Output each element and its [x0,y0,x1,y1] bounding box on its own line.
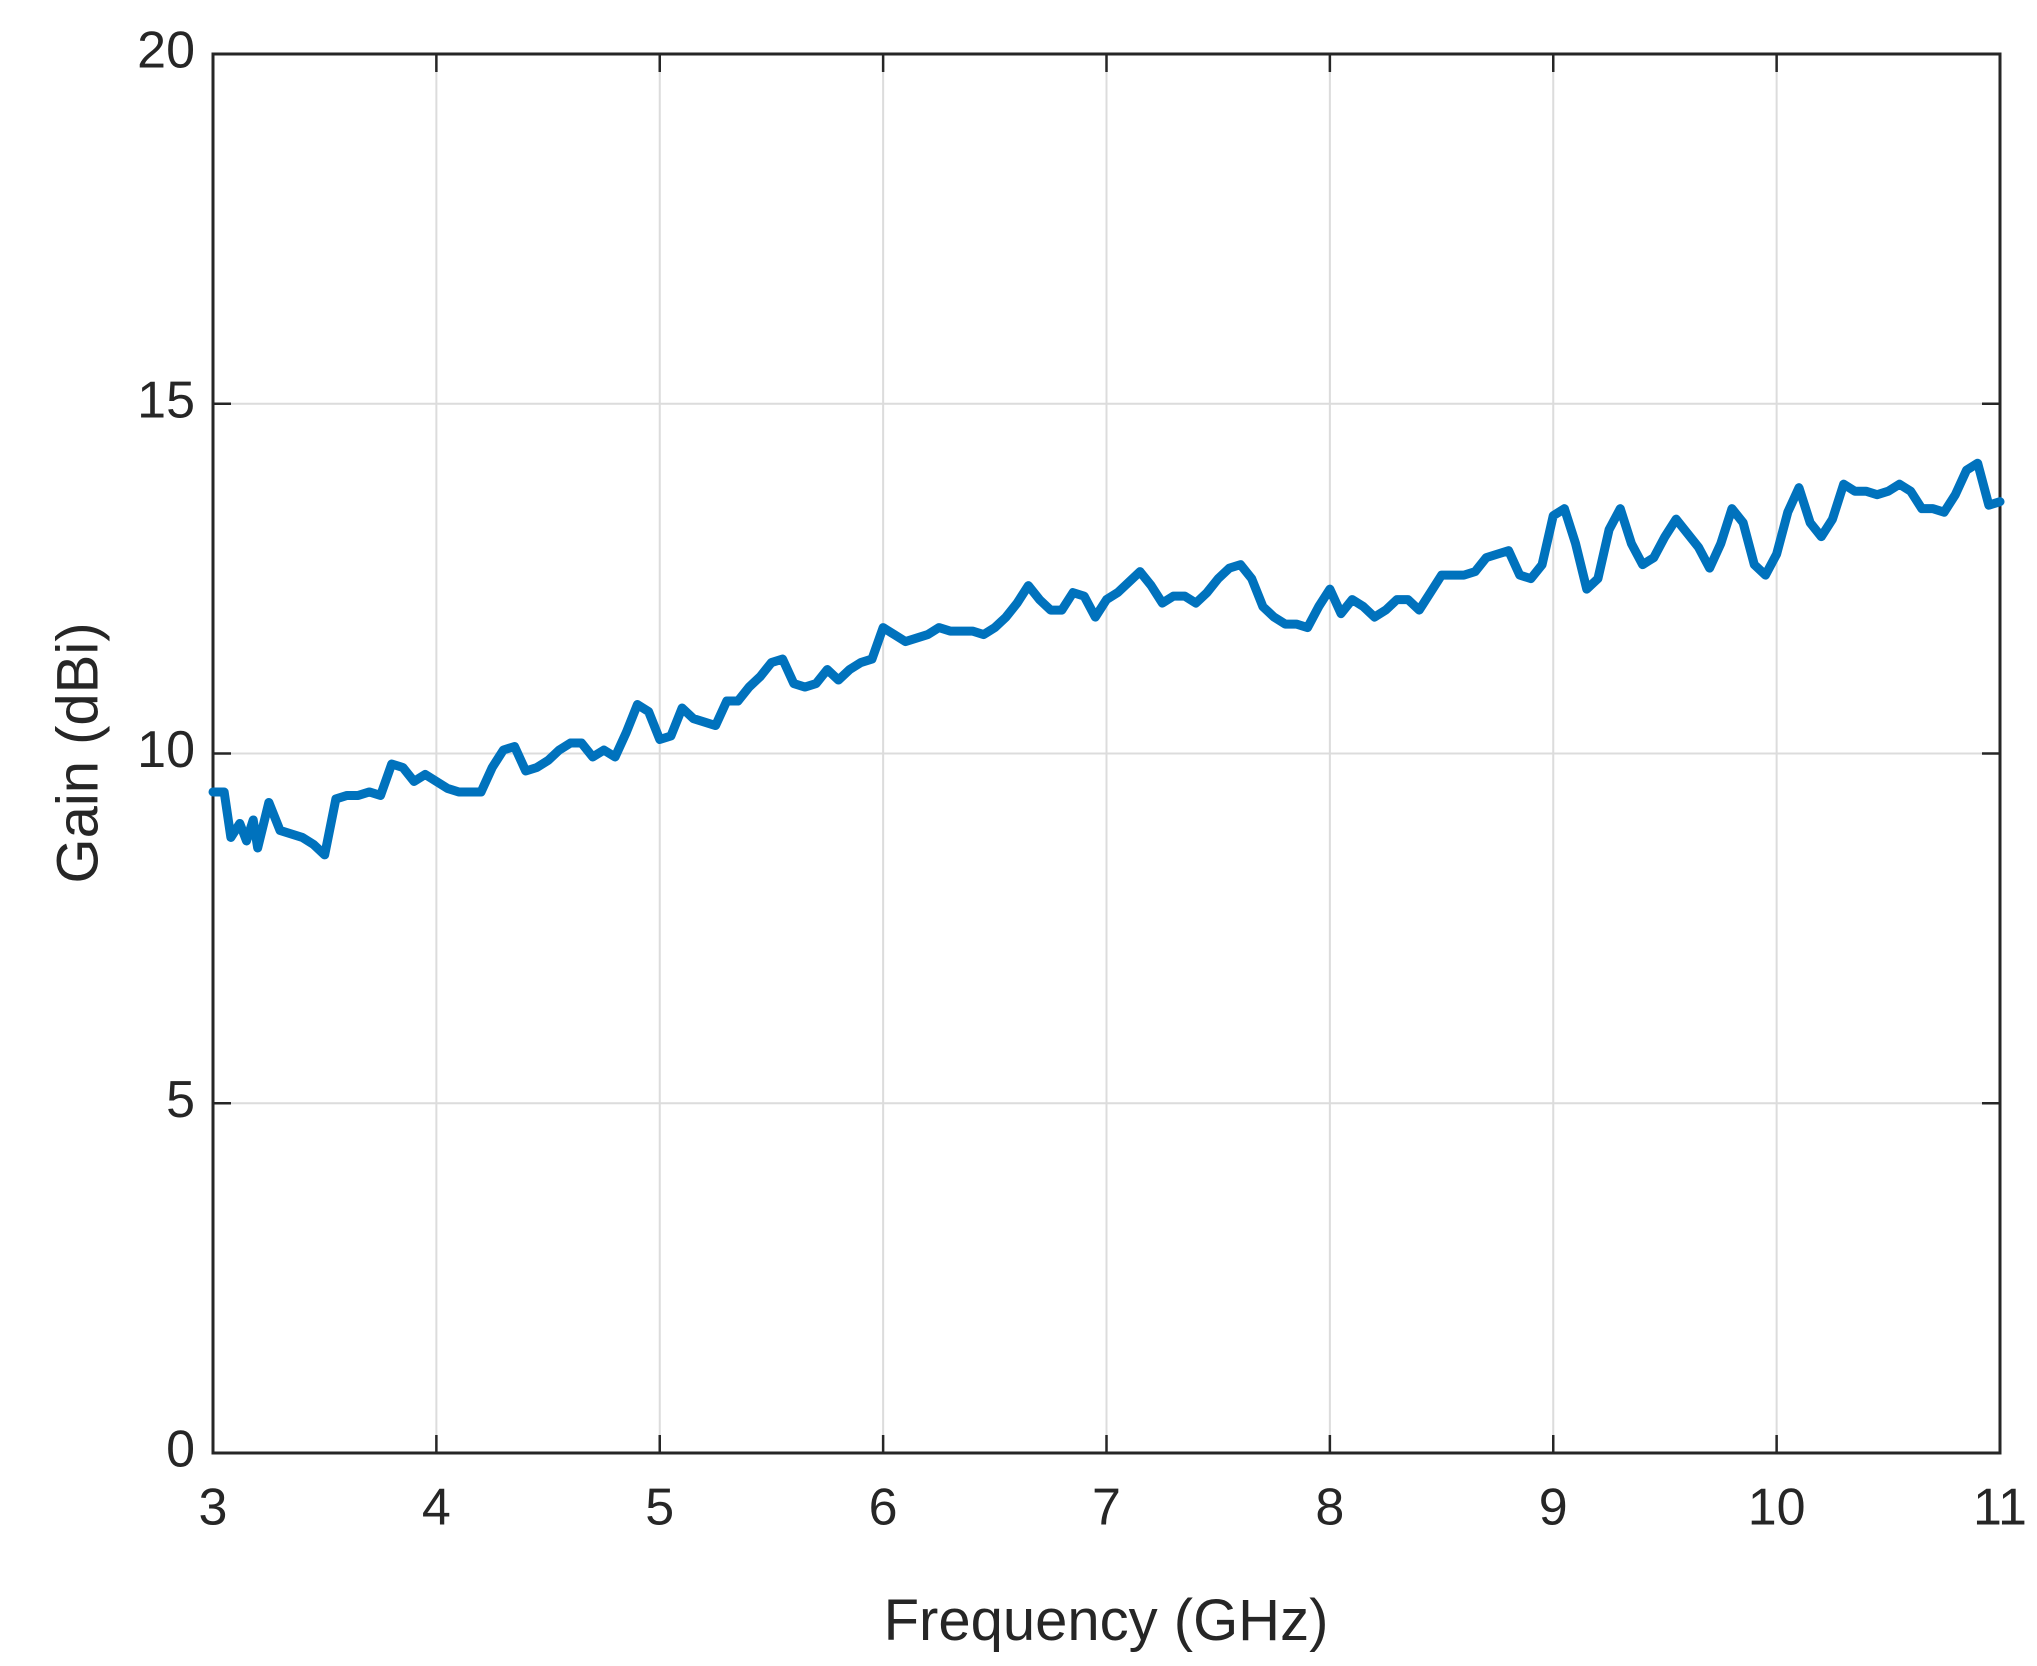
y-axis-label: Gain (dBi) [45,622,110,883]
x-tick-label: 6 [869,1479,898,1537]
y-tick-label: 20 [137,22,195,80]
x-tick-label: 7 [1092,1479,1121,1537]
x-tick-label: 5 [645,1479,674,1537]
y-tick-label: 10 [137,721,195,779]
y-tick-label: 15 [137,371,195,429]
x-axis-label: Frequency (GHz) [884,1588,1329,1653]
y-tick-label: 0 [166,1421,195,1479]
y-tick-label: 5 [166,1071,195,1129]
data-line [208,458,2005,860]
plot-frame [211,52,2002,1455]
x-tick-label: 3 [199,1479,228,1537]
x-tick-label: 8 [1315,1479,1344,1537]
x-tick-label: 9 [1539,1479,1568,1537]
x-tick-label: 4 [422,1479,451,1537]
x-tick-label: 10 [1748,1479,1806,1537]
x-tick-label: 11 [1973,1479,2027,1537]
